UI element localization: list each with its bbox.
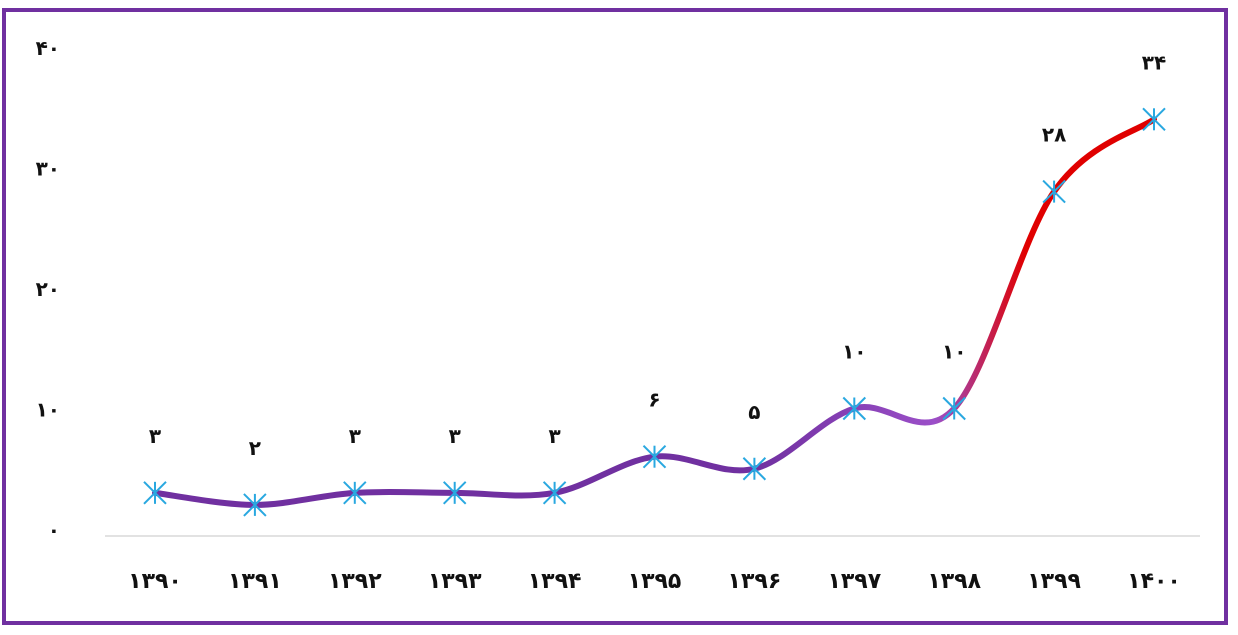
data-label: ۳ bbox=[548, 424, 560, 448]
y-tick-label: ۲۰ bbox=[36, 277, 60, 301]
data-label: ۲ bbox=[249, 436, 261, 460]
x-tick-label: ۱۳۹۵ bbox=[628, 569, 682, 594]
data-point-marker bbox=[642, 444, 667, 469]
data-label: ۲۸ bbox=[1042, 123, 1066, 147]
y-tick-label: ۳۰ bbox=[36, 157, 60, 181]
data-label: ۳ bbox=[449, 424, 461, 448]
x-tick-label: ۱۳۹۳ bbox=[428, 569, 482, 594]
data-point-marker bbox=[1142, 107, 1166, 132]
x-tick-label: ۱۳۹۶ bbox=[728, 569, 782, 594]
x-tick-label: ۱۳۹۹ bbox=[1027, 569, 1081, 594]
x-tick-label: ۱۳۹۲ bbox=[328, 569, 382, 594]
y-tick-label: ۰ bbox=[48, 518, 60, 542]
data-point-marker bbox=[742, 457, 767, 481]
data-point-marker bbox=[343, 481, 367, 505]
data-label: ۳۴ bbox=[1142, 50, 1166, 74]
data-label: ۶ bbox=[648, 388, 660, 412]
data-label: ۳ bbox=[349, 424, 361, 448]
data-point-marker bbox=[243, 493, 267, 517]
data-label: ۱۰ bbox=[842, 340, 866, 364]
data-point-marker bbox=[842, 396, 867, 421]
data-point-marker bbox=[442, 481, 467, 505]
x-tick-label: ۱۳۹۰ bbox=[128, 569, 182, 594]
x-tick-label: ۱۳۹۸ bbox=[927, 569, 981, 594]
x-tick-label: ۱۳۹۷ bbox=[827, 569, 881, 594]
data-label: ۱۰ bbox=[942, 340, 966, 364]
chart-frame bbox=[2, 8, 1228, 625]
x-tick-label: ۱۳۹۱ bbox=[228, 569, 282, 594]
data-label: ۵ bbox=[748, 400, 760, 424]
y-tick-label: ۴۰ bbox=[36, 36, 60, 60]
x-tick-label: ۱۳۹۴ bbox=[528, 569, 582, 594]
series-line bbox=[152, 116, 1157, 508]
data-point-marker bbox=[143, 481, 167, 505]
x-tick-label: ۱۴۰۰ bbox=[1127, 569, 1181, 594]
data-label: ۳ bbox=[149, 424, 161, 448]
data-point-marker bbox=[1042, 179, 1066, 204]
data-point-marker bbox=[942, 396, 966, 421]
y-tick-label: ۱۰ bbox=[36, 398, 60, 422]
data-point-marker bbox=[542, 481, 567, 505]
